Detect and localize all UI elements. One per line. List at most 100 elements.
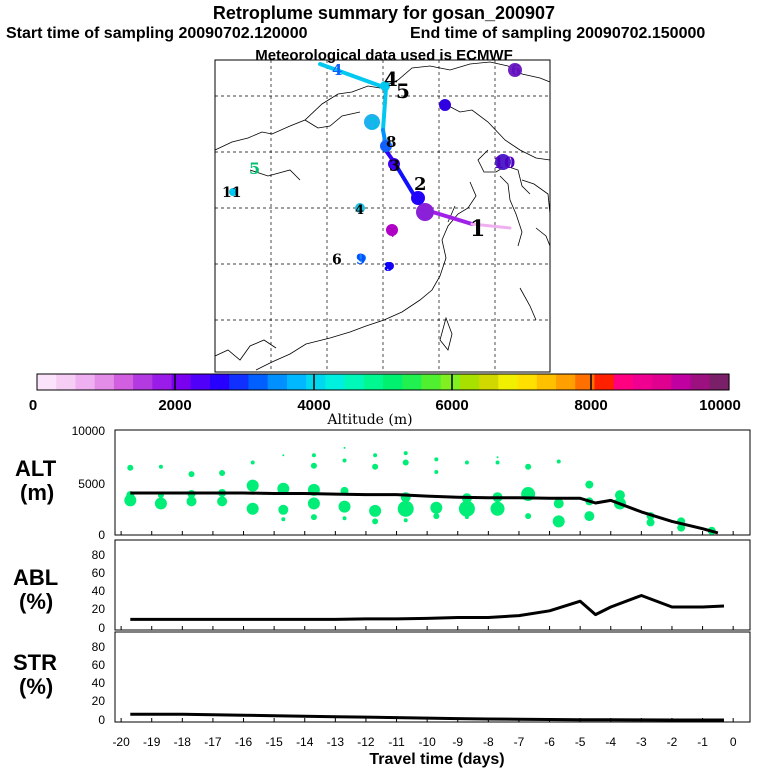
colorbar-cell xyxy=(402,374,423,390)
alt-scatter-point xyxy=(343,446,346,449)
colorbar-cell xyxy=(190,374,211,390)
abl-ytick-40: 40 xyxy=(92,584,106,598)
colorbar-cell xyxy=(498,374,519,390)
alt-scatter-point xyxy=(403,518,408,523)
alt-scatter-point xyxy=(310,462,317,469)
colorbar-tick-10000: 10000 xyxy=(699,397,741,414)
alt-scatter-point xyxy=(372,518,379,525)
cluster-marker xyxy=(386,224,398,236)
colorbar-cell xyxy=(671,374,692,390)
colorbar-cell xyxy=(344,374,365,390)
x-axis-label: Travel time (days) xyxy=(369,751,504,768)
x-tick-label: -13 xyxy=(327,735,345,749)
colorbar-cell xyxy=(152,374,173,390)
cluster-marker xyxy=(229,188,237,196)
alt-scatter-point xyxy=(556,459,561,464)
alt-panel-label: ALT xyxy=(15,456,57,481)
alt-scatter-point xyxy=(369,504,382,517)
alt-scatter-point xyxy=(250,460,255,465)
map-label-8-south: 8 xyxy=(384,260,392,274)
abl-ytick-80: 80 xyxy=(92,548,106,562)
alt-scatter-point xyxy=(217,496,228,507)
alt-scatter-point xyxy=(219,470,226,477)
map-label-2: 2 xyxy=(414,174,427,195)
map-label-5-west: 5 xyxy=(249,159,260,178)
colorbar-cell xyxy=(75,374,96,390)
colorbar-cell xyxy=(210,374,230,390)
map-frame xyxy=(214,59,551,373)
alt-panel-frame xyxy=(114,429,751,536)
x-tick-label: -9 xyxy=(452,735,463,749)
alt-ytick-0: 0 xyxy=(98,528,105,542)
x-tick-label: -12 xyxy=(357,735,375,749)
colorbar-cell xyxy=(37,374,57,390)
alt-scatter-point xyxy=(310,514,317,521)
x-tick-label: 0 xyxy=(730,735,737,749)
map-label-11-west: 11 xyxy=(222,185,241,201)
alt-scatter-point xyxy=(464,460,469,465)
alt-scatter-point xyxy=(403,451,408,456)
colorbar-cell xyxy=(229,374,250,390)
alt-panel-unit: (m) xyxy=(20,480,54,505)
alt-scatter-point xyxy=(402,459,409,466)
colorbar-cell xyxy=(94,374,115,390)
x-tick-label: -2 xyxy=(667,735,678,749)
map-label-7: 7 xyxy=(389,226,398,241)
chart-title: Retroplume summary for gosan_200907 xyxy=(212,3,556,23)
alt-scatter-point xyxy=(188,471,195,478)
colorbar-cell xyxy=(383,374,403,390)
str-ytick-0: 0 xyxy=(98,713,105,727)
cluster-marker xyxy=(416,203,434,221)
colorbar-tick-2000: 2000 xyxy=(158,397,191,414)
colorbar-tick-0: 0 xyxy=(29,397,37,414)
alt-ytick-5000: 5000 xyxy=(78,477,105,491)
x-tick-label: -4 xyxy=(605,735,616,749)
alt-scatter-point xyxy=(614,490,625,501)
str-panel-label: STR xyxy=(13,650,57,675)
x-tick-label: -20 xyxy=(112,735,130,749)
x-tick-label: -18 xyxy=(174,735,192,749)
alt-scatter-point xyxy=(186,496,197,507)
alt-scatter-point xyxy=(281,517,286,522)
alt-ytick-10000: 10000 xyxy=(72,424,106,438)
alt-scatter-point xyxy=(397,500,414,517)
colorbar-cell xyxy=(536,374,557,390)
alt-scatter-point xyxy=(338,500,351,513)
colorbar-tick-8000: 8000 xyxy=(574,397,607,414)
abl-ytick-20: 20 xyxy=(92,602,106,616)
colorbar-cell xyxy=(306,374,326,390)
colorbar-cell xyxy=(267,374,288,390)
cluster-marker xyxy=(355,203,365,213)
map-label-10-ne: 10 xyxy=(493,153,515,172)
map-label-1: 1 xyxy=(470,216,485,242)
abl-panel-frame xyxy=(114,539,751,631)
colorbar-cell xyxy=(325,374,346,390)
colorbar-cell xyxy=(133,374,153,390)
alt-scatter-point xyxy=(525,513,532,520)
str-line xyxy=(130,712,724,722)
alt-scatter-point xyxy=(646,518,655,527)
alt-scatter-point xyxy=(525,463,532,470)
alt-scatter-point xyxy=(677,523,686,532)
alt-scatter-point xyxy=(282,454,285,457)
alt-scatter-point xyxy=(584,511,595,522)
x-tick-label: -16 xyxy=(235,735,253,749)
colorbar-cell xyxy=(459,374,480,390)
x-tick-label: -15 xyxy=(265,735,283,749)
time-series-panels: ALT (m) ABL (%) STR (%) 10000 5000 0 80 … xyxy=(13,424,751,768)
map-label-9: 9 xyxy=(356,252,366,268)
cluster-marker xyxy=(364,114,380,130)
abl-line xyxy=(130,594,725,621)
abl-ytick-0: 0 xyxy=(98,621,105,635)
alt-scatter-point xyxy=(246,479,259,492)
colorbar-cell xyxy=(440,374,461,390)
x-tick-label: -10 xyxy=(418,735,436,749)
alt-scatter-point xyxy=(552,515,565,528)
map-label-4-top: 4 xyxy=(384,67,398,91)
met-data-note: Meteorological data used is ECMWF xyxy=(255,47,513,64)
abl-ytick-60: 60 xyxy=(92,566,106,580)
alt-mean-line xyxy=(130,491,719,535)
alt-scatter-point xyxy=(433,513,440,520)
colorbar-tick-6000: 6000 xyxy=(435,397,468,414)
